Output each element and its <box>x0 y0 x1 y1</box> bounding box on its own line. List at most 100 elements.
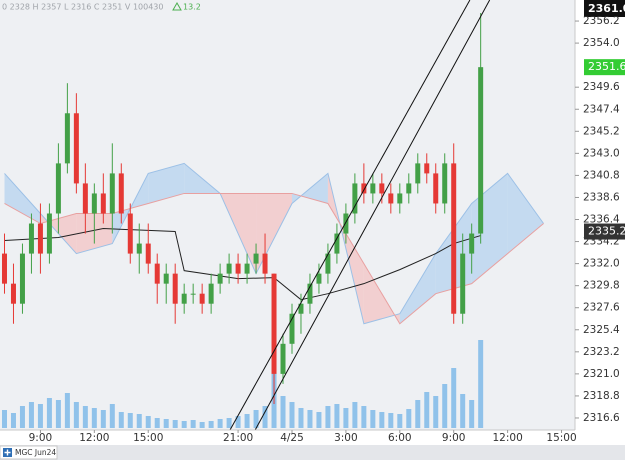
volume-bar <box>433 396 439 428</box>
volume-bar <box>343 408 349 428</box>
volume-bar <box>442 384 448 428</box>
add-icon-plus <box>4 449 11 456</box>
candle-body <box>271 273 277 374</box>
volume-bar <box>10 413 16 428</box>
candle-body <box>424 163 430 174</box>
cloud-segment <box>4 173 41 224</box>
volume-bar <box>217 419 223 428</box>
volume-bar <box>19 406 25 428</box>
candle-body <box>208 283 214 304</box>
candle-body <box>352 183 358 214</box>
candle-body <box>253 253 259 264</box>
average-line <box>4 228 481 301</box>
y-tick-label: 2336.4 <box>583 214 620 226</box>
volume-bar <box>181 421 187 428</box>
trendline <box>229 0 471 431</box>
candle-body <box>82 183 88 214</box>
candle-body <box>136 243 142 254</box>
volume-bar <box>316 412 322 428</box>
candle-body <box>406 183 412 194</box>
cloud-segment <box>148 163 185 204</box>
volume-bar <box>244 414 250 428</box>
candle-body <box>298 303 304 314</box>
volume-bar <box>46 398 52 428</box>
high-tag-box <box>584 0 625 17</box>
candle-body <box>217 273 223 284</box>
volume-bar <box>298 408 304 428</box>
volume-bar <box>325 406 331 428</box>
volume-bar <box>154 418 160 428</box>
high-tag: 2361.0 <box>588 2 625 15</box>
x-tick-label: 3:00 <box>334 432 358 444</box>
y-tick-label: 2316.6 <box>583 412 620 424</box>
candle-body <box>100 193 106 214</box>
volume-bar <box>145 416 151 428</box>
candle-body <box>460 253 466 314</box>
price-tag: 2351.6 <box>588 60 625 73</box>
candle-body <box>154 263 160 284</box>
x-tick-label: 12:00 <box>79 432 109 444</box>
y-tick-label: 2329.8 <box>583 280 620 292</box>
x-tick-label: 6:00 <box>388 432 412 444</box>
volume-bar <box>289 402 295 428</box>
candle-body <box>46 213 52 254</box>
x-tick-label: 15:00 <box>546 432 576 444</box>
volume-bar <box>64 393 70 428</box>
y-tick-label: 2325.4 <box>583 324 620 336</box>
x-tick-label: 12:00 <box>492 432 522 444</box>
candle-body <box>118 173 124 214</box>
price-tag-box <box>584 223 625 240</box>
volume-bar <box>451 368 457 428</box>
candle-body <box>163 273 169 284</box>
cloud-segment <box>399 253 436 324</box>
candle-body <box>343 213 349 234</box>
candle-body <box>334 233 340 254</box>
volume-bar <box>424 392 430 428</box>
symbol-label[interactable]: MGC Jun24 <box>15 448 56 457</box>
candle-body <box>145 243 151 264</box>
x-tick-label: 21:00 <box>223 432 253 444</box>
change-readout: 13.2 <box>183 3 201 12</box>
volume-bar <box>235 416 241 428</box>
candle-body <box>325 253 331 274</box>
volume-bar <box>82 406 88 428</box>
volume-bar <box>73 402 79 428</box>
candle-body <box>397 193 403 204</box>
trendline <box>254 0 491 431</box>
candle-body <box>280 343 286 374</box>
candle-body <box>244 263 250 274</box>
symbol-tab[interactable] <box>0 445 58 460</box>
candle-body <box>235 263 241 274</box>
candle-body <box>172 273 178 304</box>
candle-body <box>388 193 394 204</box>
y-tick-label: 2345.2 <box>583 125 620 137</box>
candle-body <box>379 183 385 194</box>
candle-body <box>55 163 61 214</box>
candle-body <box>37 223 43 254</box>
candle-body <box>262 253 268 274</box>
volume-bar <box>334 404 340 428</box>
volume-bar <box>172 420 178 428</box>
y-tick-label: 2340.8 <box>583 169 620 181</box>
change-arrow <box>172 1 182 11</box>
volume-bar <box>478 340 484 428</box>
candle-body <box>73 113 79 184</box>
x-tick-label: 9:00 <box>29 432 53 444</box>
volume-bar <box>307 410 313 428</box>
candle-body <box>181 293 187 304</box>
volume-bar <box>37 404 43 428</box>
candle-body <box>415 163 421 184</box>
ohlc-readout: 0 2328 H 2357 L 2316 C 2351 V 100430 <box>2 3 163 12</box>
candle-body <box>127 213 133 254</box>
y-tick-label: 2327.6 <box>583 302 620 314</box>
x-tick-label: 9:00 <box>442 432 466 444</box>
y-tick-label: 2349.6 <box>583 81 620 93</box>
candle-body <box>28 223 34 254</box>
candle-body <box>451 163 457 314</box>
candle-body <box>91 193 97 214</box>
volume-bar <box>136 414 142 428</box>
candle-body <box>442 163 448 204</box>
volume-bar <box>397 414 403 428</box>
volume-bar <box>460 394 466 428</box>
